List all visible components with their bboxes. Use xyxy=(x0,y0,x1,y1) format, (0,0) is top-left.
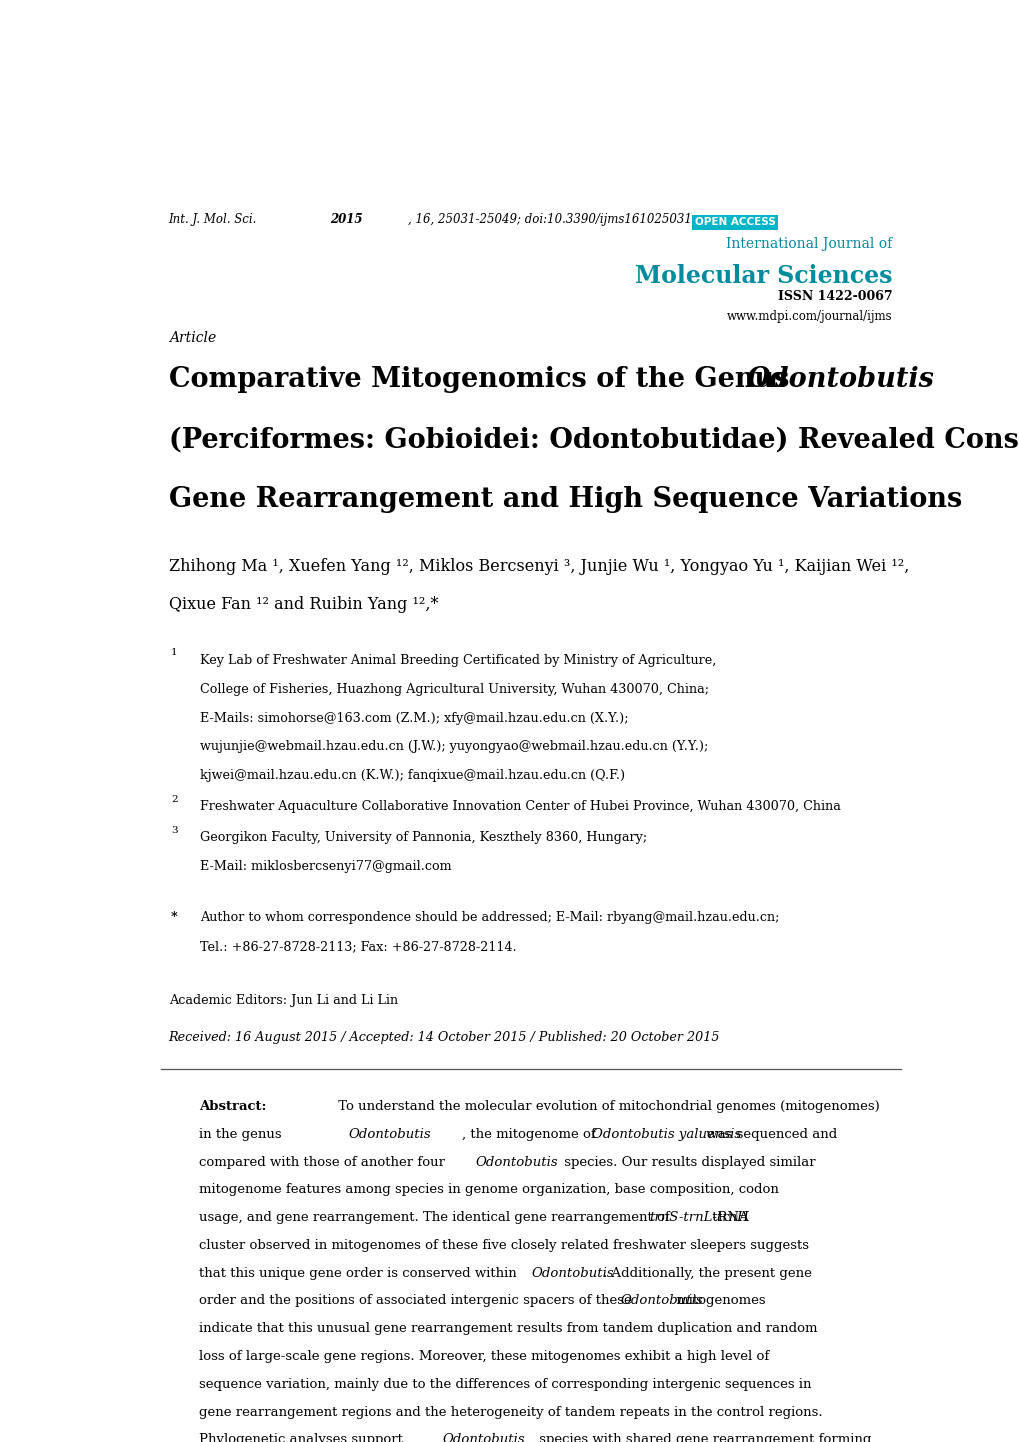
Text: Phylogenetic analyses support: Phylogenetic analyses support xyxy=(199,1433,407,1442)
Text: College of Fisheries, Huazhong Agricultural University, Wuhan 430070, China;: College of Fisheries, Huazhong Agricultu… xyxy=(200,682,708,695)
Text: *: * xyxy=(171,911,177,924)
Text: 1: 1 xyxy=(171,649,177,658)
Text: Academic Editors: Jun Li and Li Lin: Academic Editors: Jun Li and Li Lin xyxy=(168,994,397,1007)
Text: sequence variation, mainly due to the differences of corresponding intergenic se: sequence variation, mainly due to the di… xyxy=(199,1377,810,1390)
Text: Key Lab of Freshwater Animal Breeding Certificated by Ministry of Agriculture,: Key Lab of Freshwater Animal Breeding Ce… xyxy=(200,653,716,666)
Text: Zhihong Ma ¹, Xuefen Yang ¹², Miklos Bercsenyi ³, Junjie Wu ¹, Yongyao Yu ¹, Kai: Zhihong Ma ¹, Xuefen Yang ¹², Miklos Ber… xyxy=(168,558,908,575)
Text: OPEN ACCESS: OPEN ACCESS xyxy=(694,218,775,228)
Text: Received: 16 August 2015 / Accepted: 14 October 2015 / Published: 20 October 201: Received: 16 August 2015 / Accepted: 14 … xyxy=(168,1031,719,1044)
Text: that this unique gene order is conserved within: that this unique gene order is conserved… xyxy=(199,1266,520,1279)
Text: species. Our results displayed similar: species. Our results displayed similar xyxy=(559,1155,815,1168)
Text: indicate that this unusual gene rearrangement results from tandem duplication an: indicate that this unusual gene rearrang… xyxy=(199,1322,816,1335)
Text: E-Mails: simohorse@163.com (Z.M.); xfy@mail.hzau.edu.cn (X.Y.);: E-Mails: simohorse@163.com (Z.M.); xfy@m… xyxy=(200,711,628,724)
Text: Odontobutis: Odontobutis xyxy=(746,366,933,394)
Text: Georgikon Faculty, University of Pannonia, Keszthely 8360, Hungary;: Georgikon Faculty, University of Pannoni… xyxy=(200,832,647,845)
Text: cluster observed in mitogenomes of these five closely related freshwater sleeper: cluster observed in mitogenomes of these… xyxy=(199,1239,808,1252)
Text: Article: Article xyxy=(168,330,216,345)
Text: tRNA: tRNA xyxy=(707,1211,748,1224)
Text: International Journal of: International Journal of xyxy=(726,238,892,251)
Text: Abstract:: Abstract: xyxy=(199,1100,266,1113)
Text: mitogenomes: mitogenomes xyxy=(672,1295,765,1308)
Text: compared with those of another four: compared with those of another four xyxy=(199,1155,448,1168)
Text: . Additionally, the present gene: . Additionally, the present gene xyxy=(602,1266,811,1279)
Text: trnS-trnL-trnH: trnS-trnL-trnH xyxy=(649,1211,749,1224)
Text: Odontobutis: Odontobutis xyxy=(348,1128,431,1141)
Text: Odontobutis: Odontobutis xyxy=(442,1433,525,1442)
Text: 2015: 2015 xyxy=(329,213,362,226)
Text: species with shared gene rearrangement forming: species with shared gene rearrangement f… xyxy=(534,1433,870,1442)
Text: Author to whom correspondence should be addressed; E-Mail: rbyang@mail.hzau.edu.: Author to whom correspondence should be … xyxy=(200,911,779,924)
Text: 2: 2 xyxy=(171,795,177,803)
Text: gene rearrangement regions and the heterogeneity of tandem repeats in the contro: gene rearrangement regions and the heter… xyxy=(199,1406,821,1419)
Text: in the genus: in the genus xyxy=(199,1128,285,1141)
Text: usage, and gene rearrangement. The identical gene rearrangement of: usage, and gene rearrangement. The ident… xyxy=(199,1211,673,1224)
Text: Qixue Fan ¹² and Ruibin Yang ¹²,*: Qixue Fan ¹² and Ruibin Yang ¹²,* xyxy=(168,596,438,613)
Text: order and the positions of associated intergenic spacers of these: order and the positions of associated in… xyxy=(199,1295,635,1308)
Text: Odontobutis yaluensis: Odontobutis yaluensis xyxy=(592,1128,741,1141)
Text: Comparative Mitogenomics of the Genus: Comparative Mitogenomics of the Genus xyxy=(168,366,798,394)
Text: 3: 3 xyxy=(171,826,177,835)
Text: was sequenced and: was sequenced and xyxy=(701,1128,837,1141)
Text: To understand the molecular evolution of mitochondrial genomes (mitogenomes): To understand the molecular evolution of… xyxy=(333,1100,878,1113)
Text: (Perciformes: Gobioidei: Odontobutidae) Revealed Conserved: (Perciformes: Gobioidei: Odontobutidae) … xyxy=(168,427,1019,453)
Text: Gene Rearrangement and High Sequence Variations: Gene Rearrangement and High Sequence Var… xyxy=(168,486,961,513)
Text: , the mitogenome of: , the mitogenome of xyxy=(462,1128,599,1141)
Text: ISSN 1422-0067: ISSN 1422-0067 xyxy=(777,290,892,303)
Text: Odontobutis: Odontobutis xyxy=(531,1266,613,1279)
Text: loss of large-scale gene regions. Moreover, these mitogenomes exhibit a high lev: loss of large-scale gene regions. Moreov… xyxy=(199,1350,768,1363)
Text: wujunjie@webmail.hzau.edu.cn (J.W.); yuyongyao@webmail.hzau.edu.cn (Y.Y.);: wujunjie@webmail.hzau.edu.cn (J.W.); yuy… xyxy=(200,740,708,753)
Text: Int. J. Mol. Sci.: Int. J. Mol. Sci. xyxy=(168,213,261,226)
Text: Odontobutis: Odontobutis xyxy=(475,1155,557,1168)
Text: Odontobutis: Odontobutis xyxy=(620,1295,702,1308)
Text: , 16, 25031-25049; doi:10.3390/ijms161025031: , 16, 25031-25049; doi:10.3390/ijms16102… xyxy=(408,213,691,226)
Text: kjwei@mail.hzau.edu.cn (K.W.); fanqixue@mail.hzau.edu.cn (Q.F.): kjwei@mail.hzau.edu.cn (K.W.); fanqixue@… xyxy=(200,769,625,783)
Text: Tel.: +86-27-8728-2113; Fax: +86-27-8728-2114.: Tel.: +86-27-8728-2113; Fax: +86-27-8728… xyxy=(200,940,517,953)
Text: E-Mail: miklosbercsenyi77@gmail.com: E-Mail: miklosbercsenyi77@gmail.com xyxy=(200,861,451,874)
Text: Freshwater Aquaculture Collaborative Innovation Center of Hubei Province, Wuhan : Freshwater Aquaculture Collaborative Inn… xyxy=(200,800,841,813)
Text: www.mdpi.com/journal/ijms: www.mdpi.com/journal/ijms xyxy=(727,310,892,323)
Text: mitogenome features among species in genome organization, base composition, codo: mitogenome features among species in gen… xyxy=(199,1184,777,1197)
Text: Molecular Sciences: Molecular Sciences xyxy=(635,264,892,288)
